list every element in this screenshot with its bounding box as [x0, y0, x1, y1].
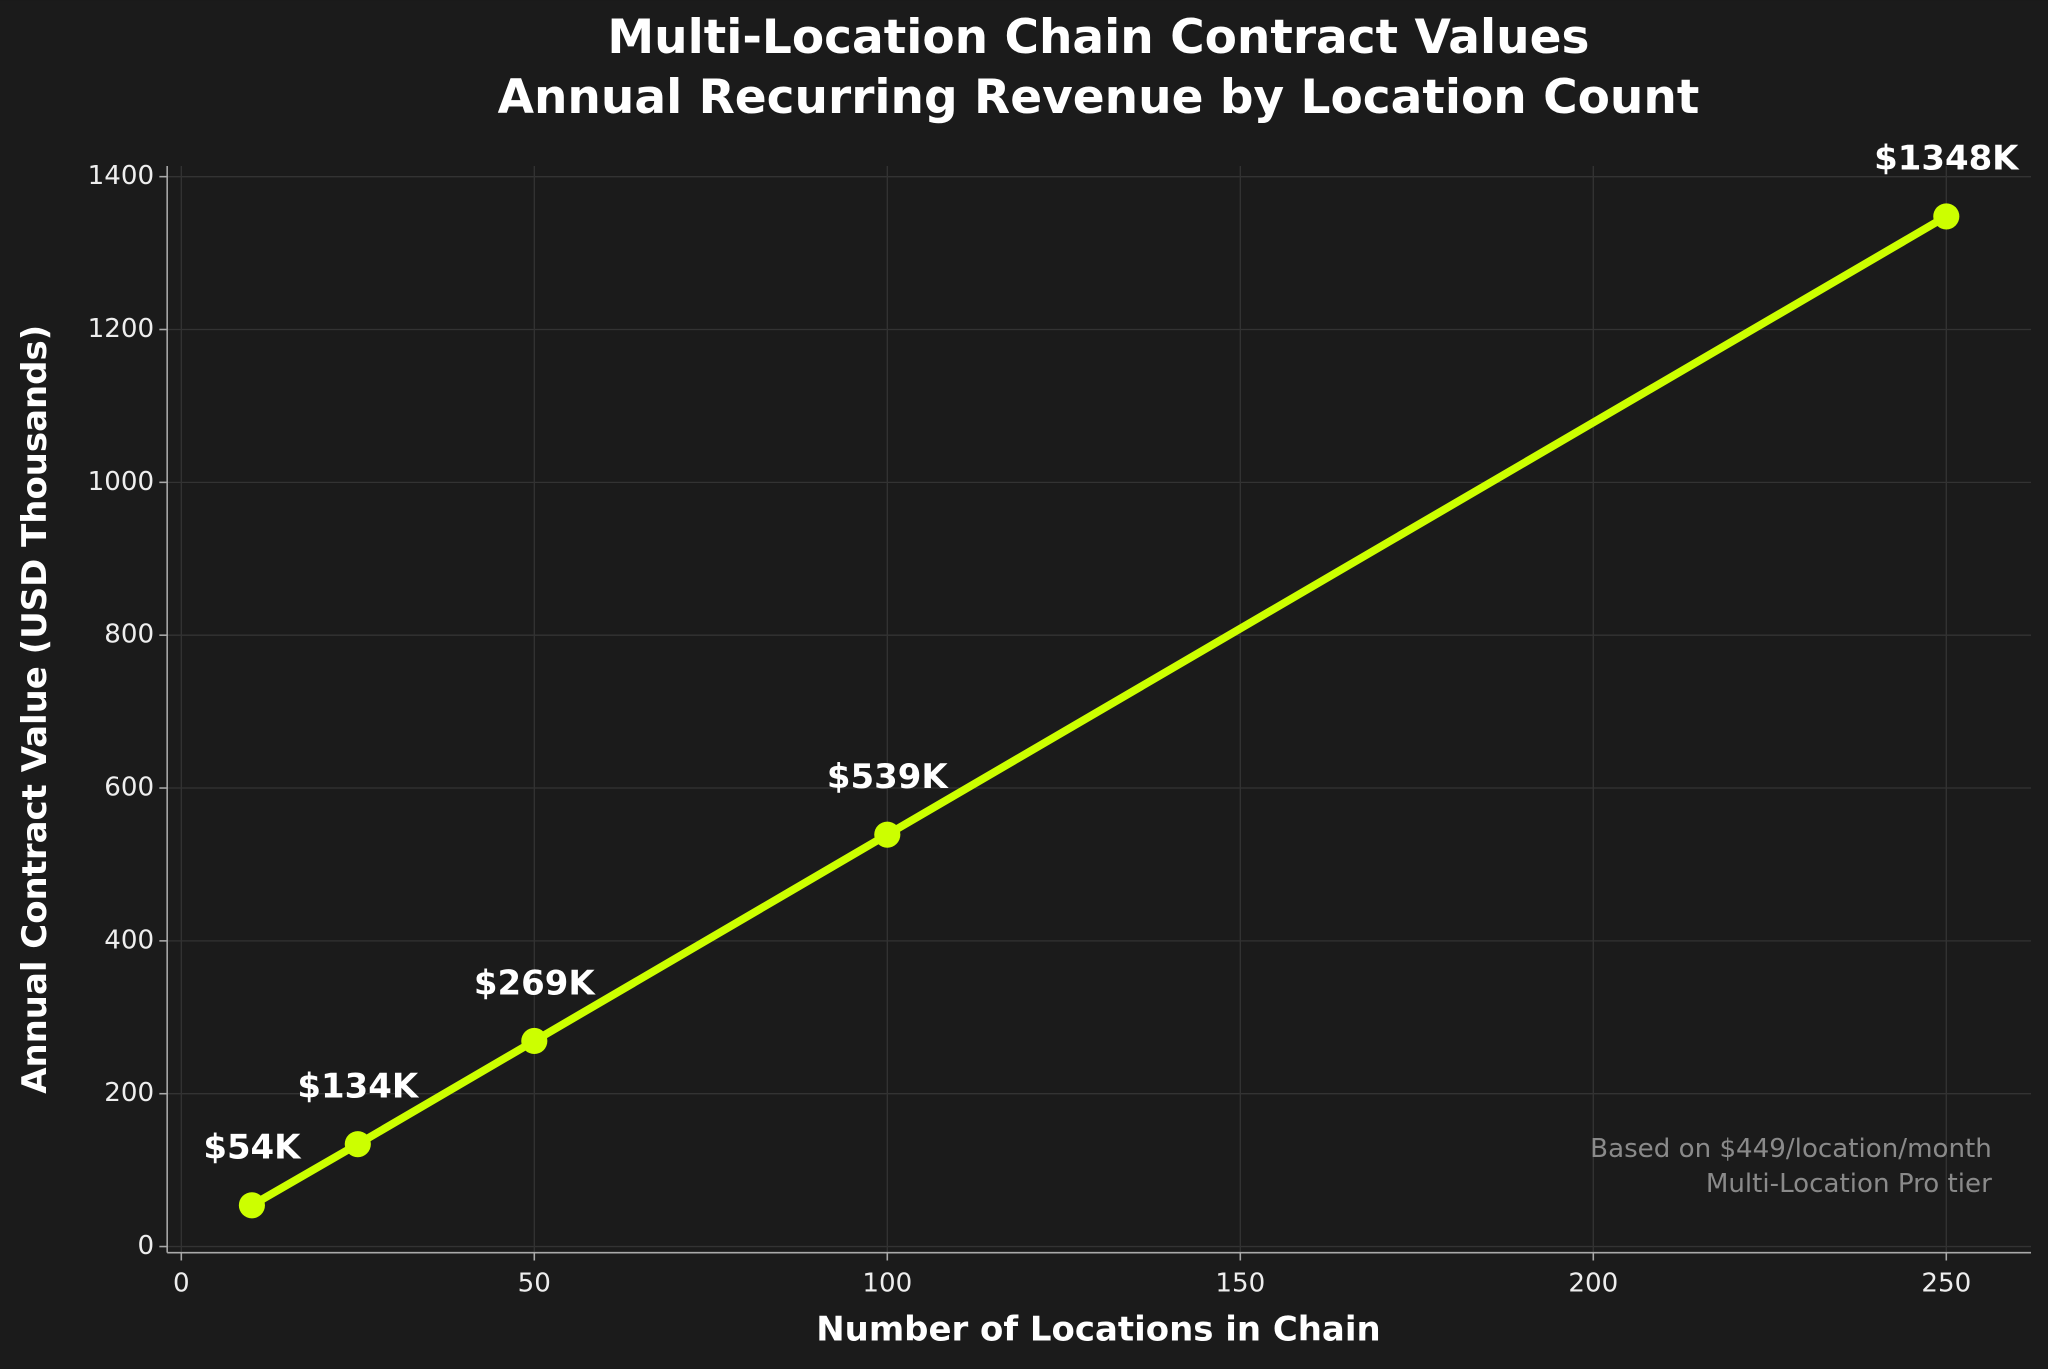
- annotation: Multi-Location Pro tier: [1706, 1169, 1992, 1199]
- y-tick-label: 200: [104, 1078, 154, 1108]
- data-label: $1348K: [1874, 139, 2020, 179]
- x-tick-label: 50: [518, 1269, 551, 1299]
- y-tick-label: 1400: [88, 161, 154, 191]
- data-point: [874, 821, 901, 848]
- data-label: $54K: [203, 1128, 302, 1168]
- data-point: [1933, 203, 1960, 230]
- chart-title: Multi-Location Chain Contract Values: [607, 10, 1589, 65]
- x-tick-label: 250: [1921, 1269, 1971, 1299]
- annotation: Based on $449/location/month: [1590, 1134, 1992, 1164]
- x-tick-label: 150: [1215, 1269, 1265, 1299]
- y-tick-label: 1200: [88, 314, 154, 344]
- y-tick-label: 400: [104, 925, 154, 955]
- x-tick-label: 100: [862, 1269, 912, 1299]
- x-tick-label: 200: [1568, 1269, 1618, 1299]
- y-tick-label: 1000: [88, 467, 154, 497]
- data-label: $269K: [474, 963, 596, 1003]
- data-label: $539K: [827, 757, 949, 797]
- data-point: [521, 1027, 548, 1055]
- x-tick-label: 0: [173, 1269, 190, 1299]
- chart-subtitle: Annual Recurring Revenue by Location Cou…: [498, 70, 1700, 125]
- y-tick-label: 0: [137, 1231, 154, 1261]
- y-tick-label: 600: [104, 773, 154, 803]
- data-label: $134K: [297, 1066, 419, 1106]
- x-axis-label: Number of Locations in Chain: [816, 1310, 1380, 1350]
- y-tick-label: 800: [104, 620, 154, 650]
- y-axis-label: Annual Contract Value (USD Thousands): [15, 325, 55, 1094]
- data-point: [238, 1192, 265, 1219]
- data-point: [344, 1131, 371, 1158]
